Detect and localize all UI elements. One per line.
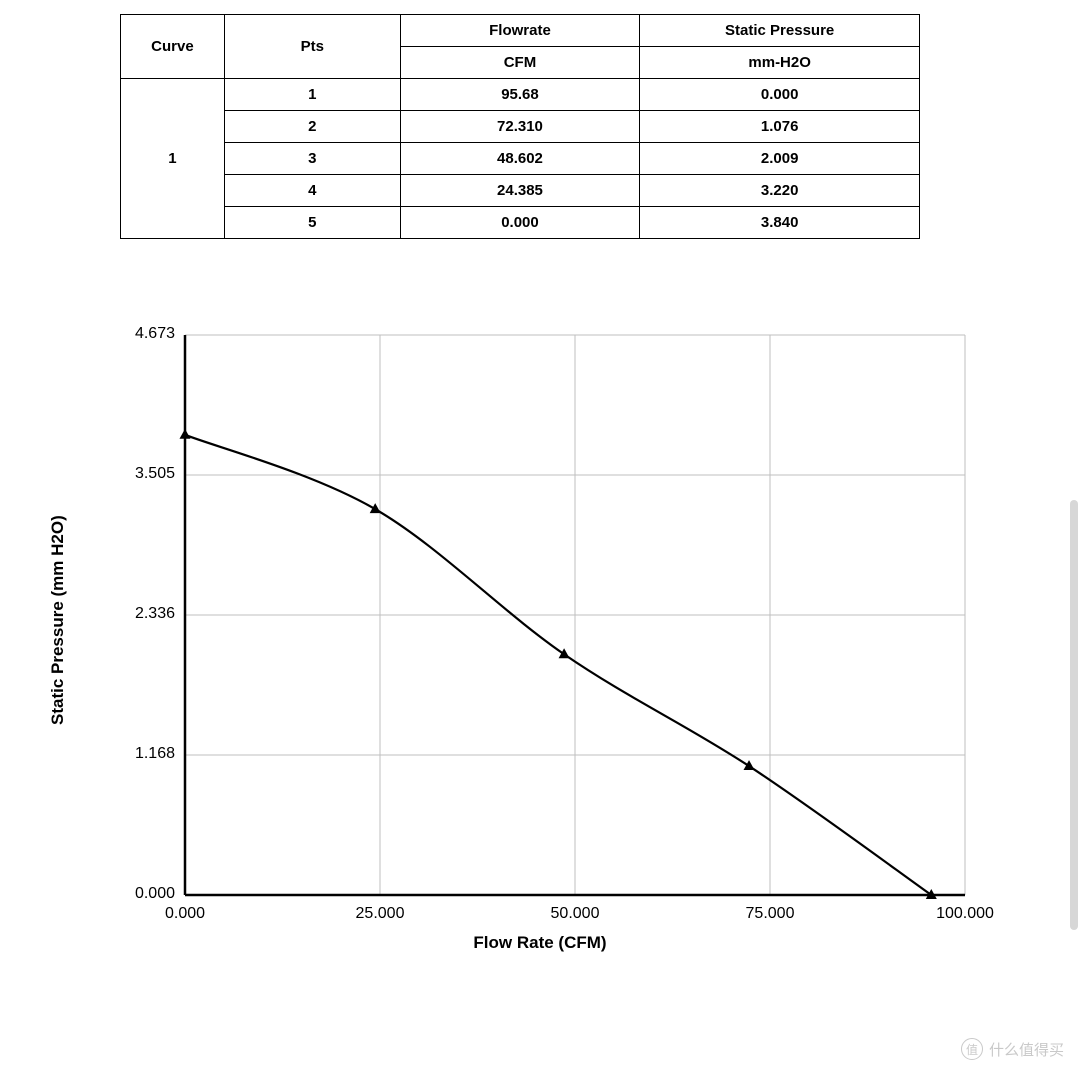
scrollbar[interactable] — [1070, 500, 1078, 930]
chart-y-tick-label: 1.168 — [95, 745, 175, 763]
td-pt: 2 — [224, 111, 400, 143]
chart-container: Static Pressure (mm H2O) 0.0001.1682.336… — [0, 290, 1080, 1010]
data-table-container: CurvePtsFlowrateStatic PressureCFMmm-H2O… — [120, 14, 920, 239]
chart-series-line — [185, 435, 931, 895]
td-curve-id: 1 — [121, 79, 225, 239]
data-table: CurvePtsFlowrateStatic PressureCFMmm-H2O… — [120, 14, 920, 239]
td-mmh2o: 2.009 — [640, 143, 920, 175]
chart-marker-triangle-icon — [744, 760, 755, 770]
td-mmh2o: 3.840 — [640, 207, 920, 239]
th-pressure-unit: mm-H2O — [640, 47, 920, 79]
chart-y-tick-label: 2.336 — [95, 605, 175, 623]
table-row: 272.3101.076 — [121, 111, 920, 143]
watermark: 值 什么值得买 — [961, 1038, 1064, 1060]
table-row: 348.6022.009 — [121, 143, 920, 175]
table-row: 424.3853.220 — [121, 175, 920, 207]
chart-x-tick-label: 25.000 — [340, 905, 420, 923]
chart-y-tick-label: 3.505 — [95, 465, 175, 483]
td-cfm: 24.385 — [400, 175, 640, 207]
chart-y-tick-label: 4.673 — [95, 325, 175, 343]
chart-x-tick-label: 0.000 — [145, 905, 225, 923]
table-row: 1195.680.000 — [121, 79, 920, 111]
td-cfm: 72.310 — [400, 111, 640, 143]
td-mmh2o: 1.076 — [640, 111, 920, 143]
chart-x-tick-label: 50.000 — [535, 905, 615, 923]
td-pt: 4 — [224, 175, 400, 207]
td-pt: 5 — [224, 207, 400, 239]
td-cfm: 48.602 — [400, 143, 640, 175]
th-flowrate: Flowrate — [400, 15, 640, 47]
th-pressure: Static Pressure — [640, 15, 920, 47]
th-curve: Curve — [121, 15, 225, 79]
td-pt: 3 — [224, 143, 400, 175]
td-cfm: 95.68 — [400, 79, 640, 111]
chart-x-tick-label: 100.000 — [925, 905, 1005, 923]
td-pt: 1 — [224, 79, 400, 111]
watermark-badge-icon: 值 — [961, 1038, 983, 1060]
chart-x-axis-label: Flow Rate (CFM) — [0, 933, 1080, 953]
td-mmh2o: 0.000 — [640, 79, 920, 111]
table-row: 50.0003.840 — [121, 207, 920, 239]
chart-marker-triangle-icon — [559, 648, 570, 658]
chart-y-tick-label: 0.000 — [95, 885, 175, 903]
chart-x-tick-label: 75.000 — [730, 905, 810, 923]
th-pts: Pts — [224, 15, 400, 79]
td-cfm: 0.000 — [400, 207, 640, 239]
chart-marker-triangle-icon — [180, 429, 191, 439]
watermark-text: 什么值得买 — [989, 1039, 1064, 1060]
th-flowrate-unit: CFM — [400, 47, 640, 79]
td-mmh2o: 3.220 — [640, 175, 920, 207]
